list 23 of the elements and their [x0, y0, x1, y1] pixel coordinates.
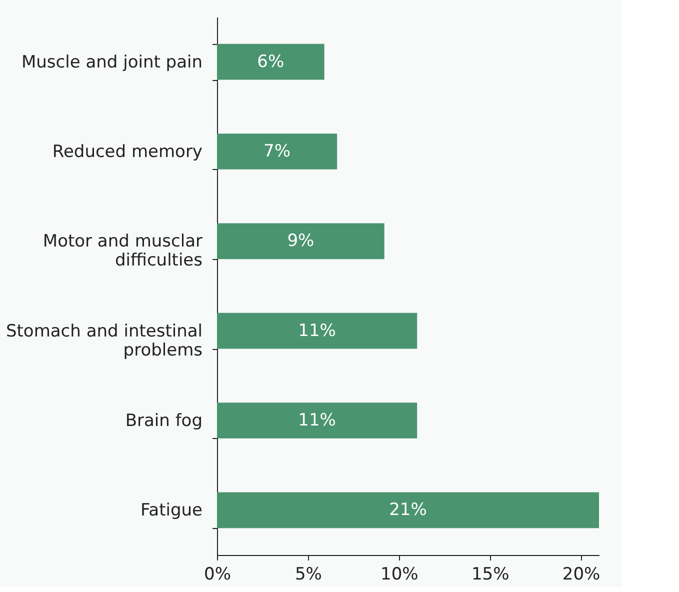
x-tick-label: 15%: [471, 564, 510, 584]
y-tick-label: Motor and musclar difficulties: [42, 232, 203, 271]
data-label: 21%: [389, 500, 427, 520]
x-tick-label: 10%: [380, 564, 418, 584]
y-tick-label: Reduced memory: [52, 142, 202, 162]
bar: [217, 402, 418, 438]
data-label: 11%: [298, 410, 336, 430]
data-label: 11%: [298, 320, 336, 341]
bar: [217, 134, 338, 170]
y-tick-label: Brain fog: [125, 411, 202, 431]
x-tick-label: 0%: [204, 564, 231, 584]
bar: [217, 44, 324, 80]
data-label: 6%: [257, 52, 284, 72]
data-label: 7%: [264, 142, 291, 162]
x-tick-label: 5%: [294, 564, 322, 584]
bar: [217, 492, 599, 528]
data-label: 9%: [287, 231, 314, 252]
bar: [217, 312, 418, 349]
y-tick-label: Stomach and intestinal problems: [6, 321, 203, 360]
y-tick-label: Muscle and joint pain: [21, 52, 202, 72]
y-tick-label: Fatigue: [140, 500, 202, 521]
x-tick-label: 20%: [562, 564, 600, 584]
bar: [217, 223, 384, 260]
